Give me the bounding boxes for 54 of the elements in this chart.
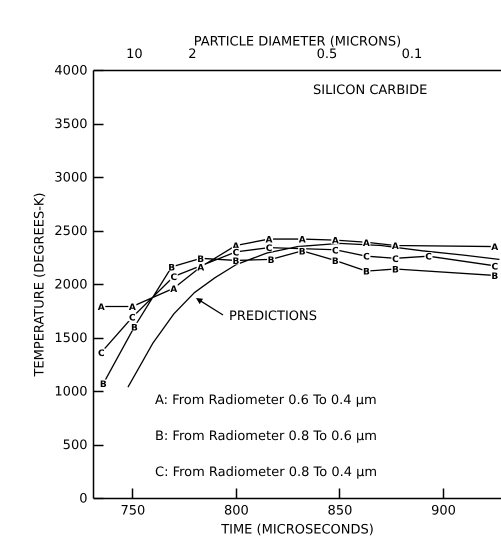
- y-tick-label: 4000: [54, 64, 88, 78]
- annotation: SILICON CARBIDE: [313, 83, 428, 98]
- y-tick-label: 0: [79, 492, 88, 506]
- text: A: [362, 238, 370, 249]
- text: C: [491, 262, 498, 272]
- annotation: A: From Radiometer 0.6 To 0.4 μm: [155, 393, 377, 408]
- text: A: [98, 302, 105, 313]
- text: B: [491, 272, 498, 282]
- text: A: [392, 242, 399, 252]
- y-tick-label: 3500: [54, 117, 88, 132]
- text: B: [197, 254, 204, 265]
- text: B: [100, 380, 107, 390]
- text: PREDICTIONS: [229, 309, 317, 324]
- text: 0.1: [402, 47, 422, 62]
- text: 2: [188, 47, 197, 62]
- text: A: [491, 243, 498, 254]
- y-tick-label: 1500: [54, 331, 88, 346]
- x-axis-title: TIME (MICROSECONDS): [220, 522, 374, 538]
- annotation: C: From Radiometer 0.8 To 0.4 μm: [155, 465, 378, 480]
- text: A: [197, 263, 204, 274]
- text: B: [232, 256, 240, 267]
- text: C: [266, 244, 272, 254]
- text: B: [268, 256, 275, 266]
- y-tick-label: 3000: [54, 170, 88, 186]
- text: B: [362, 268, 370, 278]
- text: A: [128, 302, 136, 313]
- series-label: B: [130, 323, 138, 334]
- text: B: [392, 266, 399, 276]
- text: B: [332, 256, 339, 267]
- y-tick-label: 1000: [54, 384, 88, 400]
- text: C: [170, 273, 178, 284]
- x2-axis-title: PARTICLE DIAMETER (MICRONS): [194, 34, 402, 50]
- text: B: [168, 263, 176, 274]
- x-tick-label: 800: [224, 504, 249, 518]
- text: 0.5: [316, 47, 338, 62]
- text: B: [298, 247, 306, 258]
- x-tick-label: 750: [120, 504, 146, 518]
- text: C: [129, 314, 136, 324]
- x-tick-label: 850: [328, 504, 352, 518]
- y-tick-label: 2500: [54, 224, 88, 239]
- text: C: [425, 252, 432, 263]
- y-tick-label: 500: [62, 438, 88, 453]
- text: A: [298, 236, 306, 246]
- annotation: B: From Radiometer 0.8 To 0.6 μm: [155, 429, 377, 444]
- text: 10: [126, 47, 143, 62]
- y-axis-title: TEMPERATURE (DEGREES-K): [32, 192, 48, 378]
- y-tick-label: 2000: [54, 278, 88, 292]
- text: C: [332, 246, 339, 256]
- series-label: C: [98, 348, 105, 359]
- text: C: [363, 252, 370, 263]
- x-tick-label: 900: [431, 504, 456, 518]
- text: C: [392, 254, 399, 265]
- text: A: [332, 236, 339, 247]
- series-label: A: [170, 284, 178, 295]
